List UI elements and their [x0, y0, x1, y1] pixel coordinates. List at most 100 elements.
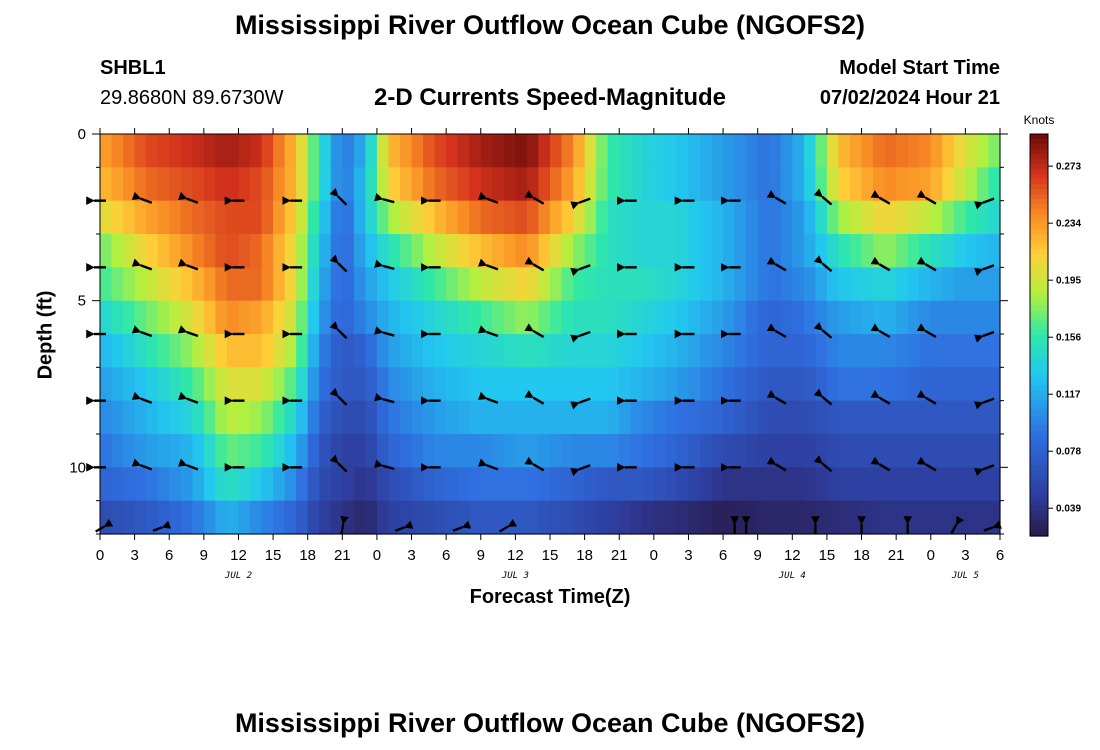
heatmap-cell	[850, 334, 863, 368]
x-tick-label: 0	[650, 547, 658, 564]
heatmap-cell	[896, 334, 909, 368]
heatmap-cell	[676, 167, 690, 202]
heatmap-cell	[353, 167, 366, 202]
heatmap-cell	[942, 367, 955, 402]
current-vector	[983, 520, 1002, 532]
heatmap-cell	[146, 467, 159, 502]
heatmap-cell	[596, 134, 609, 168]
heatmap-cell	[215, 200, 228, 235]
heatmap-cell	[100, 234, 113, 268]
colorbar-tick-label: 0.195	[1056, 276, 1081, 287]
heatmap-cell	[815, 234, 828, 268]
heatmap-cell	[711, 234, 724, 268]
heatmap-cell	[238, 334, 251, 368]
heatmap-cell	[203, 367, 216, 402]
heatmap-cell	[192, 467, 205, 502]
colorbar-segment	[1030, 174, 1048, 180]
heatmap-cell	[861, 167, 874, 202]
heatmap-cell	[861, 200, 874, 235]
heatmap-cell	[238, 434, 251, 468]
x-tick-label: 12	[230, 547, 247, 564]
colorbar-segment	[1030, 274, 1048, 281]
heatmap-cell	[630, 200, 643, 235]
heatmap-cell	[723, 367, 736, 402]
heatmap-cell	[526, 267, 540, 302]
colorbar-tick-label: 0.156	[1056, 333, 1081, 344]
heatmap-cell	[850, 234, 863, 268]
current-vector	[177, 391, 199, 404]
heatmap-cell	[953, 367, 966, 402]
colorbar-segment	[1030, 465, 1048, 472]
heatmap-cell	[353, 434, 366, 468]
heatmap-cell	[757, 267, 770, 302]
heatmap-cell	[550, 234, 563, 268]
heatmap-cell	[734, 467, 747, 502]
heatmap-cell	[480, 367, 493, 402]
heatmap-cell	[746, 467, 759, 502]
colorbar-segment	[1030, 219, 1048, 226]
colorbar-segment	[1030, 229, 1048, 236]
heatmap-cell	[169, 434, 182, 468]
heatmap-cell	[757, 334, 770, 368]
heatmap-cell	[953, 434, 966, 468]
heatmap-cell	[226, 400, 240, 435]
heatmap-cell	[134, 334, 147, 368]
heatmap-cell	[480, 334, 493, 368]
heatmap-cell	[307, 134, 320, 168]
x-tick-label: 0	[927, 547, 935, 564]
heatmap-cell	[665, 134, 678, 168]
heatmap-cell	[792, 367, 805, 402]
heatmap-cell	[873, 267, 886, 302]
heatmap-cell	[123, 300, 136, 335]
heatmap-cell	[676, 367, 690, 402]
heatmap-cell	[653, 400, 666, 435]
colorbar-segment	[1030, 259, 1048, 266]
heatmap-cell	[780, 367, 793, 402]
heatmap-cell	[826, 400, 840, 435]
heatmap-cell	[353, 367, 366, 402]
heatmap-cell	[907, 434, 920, 468]
heatmap-cell	[884, 300, 897, 335]
heatmap-cell	[573, 134, 586, 168]
heatmap-cell	[942, 167, 955, 202]
heatmap-cell	[492, 267, 505, 302]
heatmap-cell	[965, 434, 978, 468]
heatmap-cell	[169, 334, 182, 368]
heatmap-cell	[515, 367, 528, 402]
heatmap-cell	[746, 367, 759, 402]
heatmap-cell	[665, 467, 678, 502]
heatmap-cell	[538, 134, 551, 168]
heatmap-cell	[965, 167, 978, 202]
heatmap-cell	[676, 300, 690, 335]
heatmap-cell	[203, 334, 216, 368]
heatmap-cell	[192, 134, 205, 168]
current-vector	[374, 192, 395, 204]
heatmap-cell	[930, 334, 943, 368]
heatmap-cell	[792, 334, 805, 368]
current-vector	[452, 520, 472, 532]
heatmap-cell	[561, 467, 574, 502]
heatmap-cell	[792, 500, 805, 535]
heatmap-cell	[907, 467, 920, 502]
heatmap-cell	[111, 200, 124, 235]
heatmap-cell	[630, 267, 643, 302]
heatmap-cell	[400, 200, 413, 235]
heatmap-cell	[561, 367, 574, 402]
x-tick-label: 21	[334, 547, 351, 564]
heatmap-cell	[157, 400, 170, 435]
heatmap-cell	[342, 367, 355, 402]
heatmap-cell	[226, 134, 240, 168]
heatmap-cell	[757, 367, 770, 402]
heatmap-cell	[157, 367, 170, 402]
x-tick-label: 0	[96, 547, 104, 564]
heatmap-cell	[284, 300, 297, 335]
heatmap-cell	[480, 134, 493, 168]
heatmap-cell	[815, 267, 828, 302]
heatmap-cell	[723, 267, 736, 302]
heatmap-cell	[642, 500, 655, 535]
heatmap-cell	[376, 400, 390, 435]
heatmap-cell	[665, 167, 678, 202]
heatmap-cell	[169, 467, 182, 502]
current-vector	[374, 459, 395, 471]
heatmap-cell	[307, 334, 320, 368]
